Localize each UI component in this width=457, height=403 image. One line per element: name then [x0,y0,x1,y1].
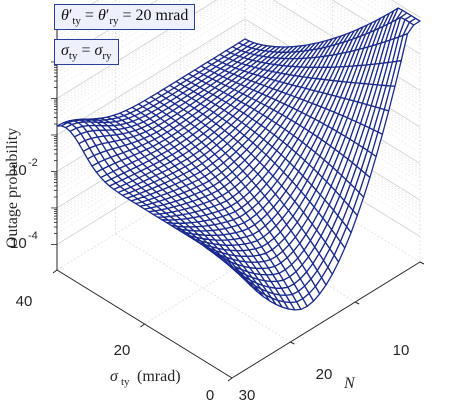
z-axis-label: Outage probability [4,128,21,248]
surface-cell [226,259,239,273]
x-axis-label-unit: (mrad) [137,368,181,385]
grid-line-z [56,7,246,125]
annotation-sigma: σty = σry [54,39,119,66]
z-tick-1e-4-base: 10 [10,235,27,252]
y-axis-line [231,261,421,379]
y-tick-mark [354,301,360,305]
grid-line-z [56,0,227,105]
x-axis-label: σ ty (mrad) [110,368,181,388]
grid-line-z [56,18,246,136]
x-axis-label-sub: ty [121,376,130,388]
surface-mesh [56,7,421,311]
x-tick-mark [227,377,233,382]
z-tick-1e-4: 10 -4 [10,230,38,252]
y-tick-mark [290,341,295,345]
y-tick-20: 20 [316,366,333,383]
z-tick-1e-2: 10 -2 [10,157,38,179]
y-tick-30: 30 [239,387,256,403]
annotation-angles: θ′ty = θ′ry = 20 mrad [54,4,196,31]
grid-line-z [56,0,223,103]
grid-line-z [56,20,246,137]
x-axis-label-var: σ [110,368,119,385]
grid-line-z [56,0,218,99]
y-tick-10: 10 [393,342,410,359]
y-axis-label: N [343,375,356,392]
x-tick-40: 40 [16,293,33,310]
grid-line-z [56,0,241,114]
grid-line-z [56,0,235,110]
x-tick-0: 0 [206,387,214,403]
x-tick-mark [140,323,145,328]
z-tick-1e-4-exp: -4 [28,230,38,242]
grid-line-z [56,1,246,118]
x-tick-mark [52,269,58,274]
z-tick-1e-2-base: 10 [10,162,27,179]
grid-line-z [56,0,220,101]
grid-line-z [56,0,141,52]
y-tick-mark [419,261,425,265]
x-tick-20: 20 [114,342,131,359]
grid-line-z [56,0,200,88]
grid-line-z [56,0,231,107]
z-tick-1e-2-exp: -2 [28,157,38,169]
